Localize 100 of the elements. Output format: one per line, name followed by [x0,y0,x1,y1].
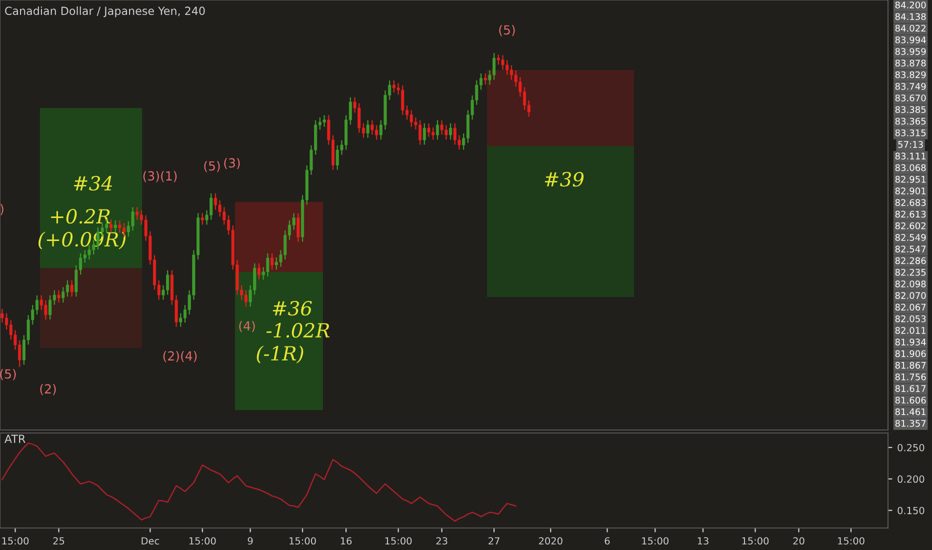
x-tick-label: 15:00 [742,537,769,545]
candlestick [109,218,113,234]
annotation: (3) [224,158,240,170]
chart-title: ATR [4,434,26,443]
candlestick [370,120,374,136]
x-tick-label: 15:00 [2,537,29,545]
y-tick-label: 0.200 [898,475,924,483]
candlestick [62,286,65,304]
candlestick [366,120,370,138]
text: 82.011 [895,327,926,334]
text: 82.286 [895,257,926,264]
x-tick-label: 2020 [538,537,562,545]
x-tick-label: 15:00 [189,537,216,545]
candlestick [179,312,182,328]
candlestick [131,206,134,232]
text: 82.951 [895,176,926,183]
text: 84.200 [895,2,926,8]
text: 81.934 [895,338,926,346]
candlestick [270,252,274,270]
annotation: #34 [74,176,112,191]
candlestick [422,122,426,146]
text: 81.357 [895,420,926,427]
candlestick [484,72,487,86]
candlestick [436,120,439,140]
candlestick [296,212,300,242]
x-tick-label: 6 [604,537,610,545]
text: 81.867 [895,362,926,369]
text: 82.613 [895,210,926,218]
text: (2) [40,384,56,396]
text: 83.111 [895,152,926,160]
annotation: #36 [272,300,312,316]
candlestick [118,220,122,234]
annotation: (-1R) [256,346,304,364]
text: (5) [0,368,16,380]
text: 82.602 [895,222,926,230]
text: 83.959 [895,48,926,55]
text: 82.549 [895,234,926,241]
candlestick [66,280,69,298]
candlestick [0,308,4,324]
candlestick [244,290,248,308]
text: 84.138 [895,13,926,20]
text: 82.067 [895,304,926,311]
annotation: +0.2R [51,208,110,224]
y-tick-label: 0.250 [898,444,924,452]
text: 83.829 [895,71,926,78]
text: 83.068 [895,164,926,172]
annotation: ) [0,204,4,216]
annotation: -1.02R [266,322,330,338]
text: 83.365 [895,118,926,125]
text: 82.053 [895,315,926,322]
text: 82.547 [895,246,926,252]
candlestick [257,262,261,280]
candlestick [114,220,117,234]
chart-title: Canadian Dollar / Japanese Yen, 240 [5,6,205,18]
text: 81.617 [895,385,926,392]
text: 83.315 [895,129,926,136]
text: 81.461 [895,408,926,416]
line-series [2,442,516,522]
text: 83.385 [895,106,926,114]
text: 82.235 [895,268,926,276]
x-tick-label: 15:00 [385,537,412,545]
text: 83.670 [895,94,926,102]
annotation: (2)(4) [163,350,197,362]
x-tick-label: 23 [436,537,448,545]
text: 81.606 [895,396,926,404]
text: 57:13 [898,141,923,148]
x-tick-label: 15:00 [290,537,316,545]
annotation: (4) [239,320,255,332]
x-tick-label: 20 [793,537,804,545]
x-tick-label: 15:00 [838,537,864,545]
candlestick [136,206,139,220]
candlestick [449,122,452,140]
annotation: (3)(1) [143,170,177,182]
text: 82.070 [895,292,926,299]
candlestick [322,114,326,128]
annotation: (+0.09R) [38,232,126,250]
annotation: #39 [544,172,584,187]
x-tick-label: Dec [142,537,159,545]
text: 82.098 [895,280,926,288]
text: 82.901 [895,188,926,194]
x-tick-label: 27 [488,537,500,544]
x-tick-label: 13 [698,537,708,545]
x-tick-label: 25 [53,537,64,545]
text: 81.756 [895,373,926,380]
text: (5) [499,24,515,36]
y-tick-label: 0.150 [898,506,924,514]
annotation: (5) [204,160,220,172]
text: 84.022 [895,24,926,32]
x-tick-label: 15:00 [642,537,668,545]
x-tick-label: 16 [340,537,352,545]
text: 82.683 [895,199,926,206]
x-tick-label: 9 [248,537,253,545]
text: 83.749 [895,82,926,90]
text: 81.906 [895,350,926,358]
candlestick [200,212,204,226]
candlestick [48,294,52,320]
text: 83.994 [895,36,926,44]
candlestick [427,122,430,138]
candlestick [501,54,504,70]
candlestick [70,280,74,298]
